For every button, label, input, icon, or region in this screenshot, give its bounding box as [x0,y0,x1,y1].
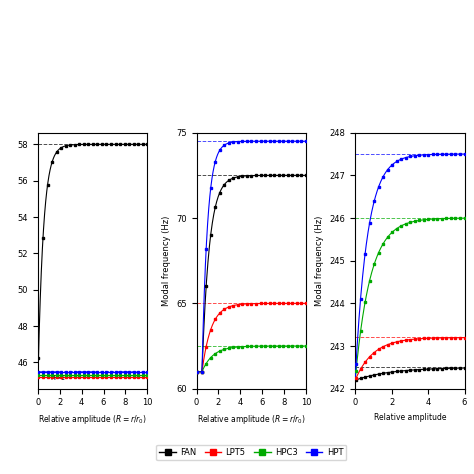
X-axis label: Relative amplitude ($R=r/r_0$): Relative amplitude ($R=r/r_0$) [197,413,306,426]
Text: R=1: R=1 [50,375,65,382]
Y-axis label: Modal frequency (Hz): Modal frequency (Hz) [162,216,171,306]
Legend: FAN, LPT5, HPC3, HPT: FAN, LPT5, HPC3, HPT [156,445,346,460]
Y-axis label: Modal frequency (Hz): Modal frequency (Hz) [315,216,324,306]
X-axis label: Relative amplitude ($R=r/r_0$): Relative amplitude ($R=r/r_0$) [38,413,147,426]
X-axis label: Relative amplitude: Relative amplitude [374,413,446,422]
